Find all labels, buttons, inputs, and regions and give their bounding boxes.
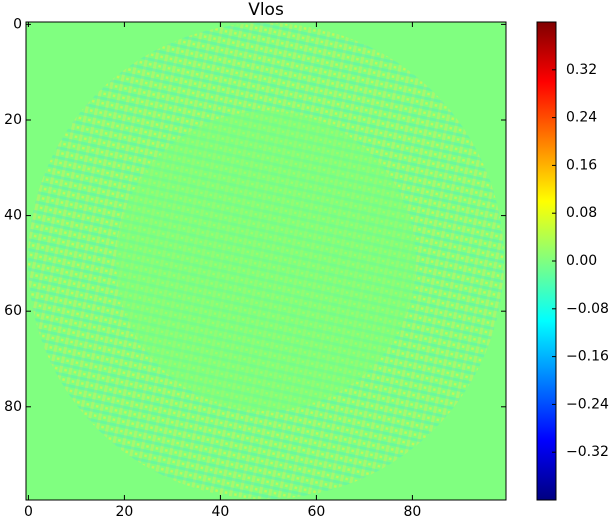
x-tick-label: 20 (115, 504, 133, 519)
x-tick-label: 80 (403, 504, 421, 519)
y-tick-label: 80 (4, 399, 22, 415)
y-tick-label: 20 (4, 112, 22, 128)
colorbar-tick-label: 0.32 (566, 62, 597, 78)
y-tick-label: 60 (4, 303, 22, 319)
colorbar-tick-label: 0.08 (566, 205, 597, 221)
x-tick-label: 0 (24, 504, 33, 519)
colorbar-tick-label: 0.24 (566, 110, 597, 126)
colorbar-tick-label: −0.24 (566, 396, 609, 412)
x-tick-label: 60 (307, 504, 325, 519)
chart-title: Vlos (248, 0, 284, 20)
colorbar-tick-label: −0.08 (566, 301, 609, 317)
y-tick-label: 0 (13, 16, 22, 32)
y-tick-label: 40 (4, 208, 22, 224)
image-texture (28, 23, 504, 499)
colorbar-tick-label: 0.16 (566, 157, 597, 173)
colorbar-tick-label: −0.32 (566, 444, 609, 460)
axes-frame (25, 21, 507, 501)
colorbar-tick-label: −0.16 (566, 349, 609, 365)
colorbar-tick-label: 0.00 (566, 253, 597, 269)
x-tick-label: 40 (211, 504, 229, 519)
